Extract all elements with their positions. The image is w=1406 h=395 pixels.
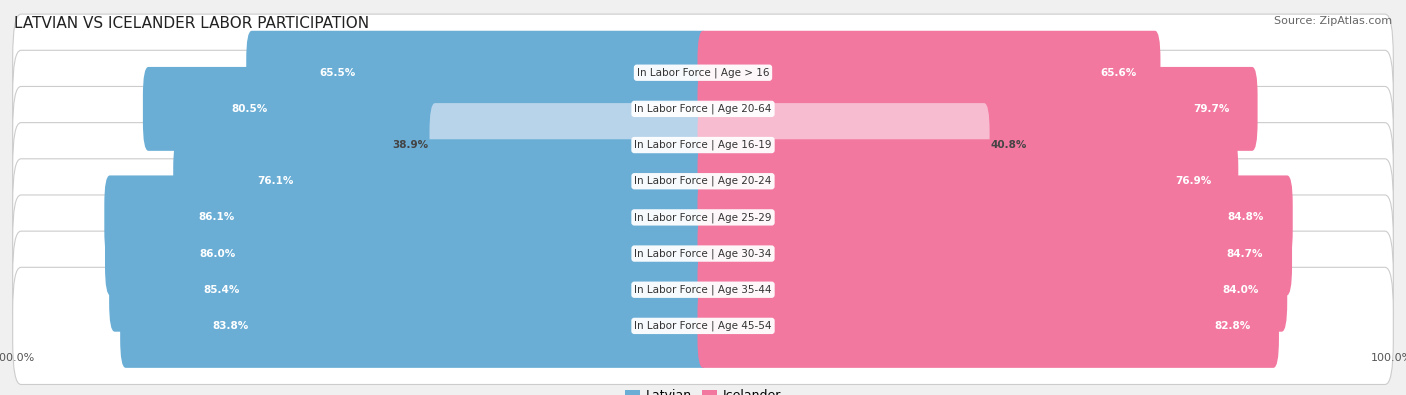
FancyBboxPatch shape bbox=[697, 139, 1239, 223]
Text: 65.6%: 65.6% bbox=[1101, 68, 1137, 78]
Text: 40.8%: 40.8% bbox=[991, 140, 1028, 150]
FancyBboxPatch shape bbox=[697, 103, 990, 187]
Text: In Labor Force | Age 20-64: In Labor Force | Age 20-64 bbox=[634, 103, 772, 114]
Text: In Labor Force | Age 30-34: In Labor Force | Age 30-34 bbox=[634, 248, 772, 259]
Text: Source: ZipAtlas.com: Source: ZipAtlas.com bbox=[1274, 16, 1392, 26]
FancyBboxPatch shape bbox=[143, 67, 709, 151]
Text: In Labor Force | Age 45-54: In Labor Force | Age 45-54 bbox=[634, 321, 772, 331]
Text: 84.0%: 84.0% bbox=[1222, 285, 1258, 295]
FancyBboxPatch shape bbox=[13, 159, 1393, 276]
FancyBboxPatch shape bbox=[13, 50, 1393, 167]
Text: In Labor Force | Age 20-24: In Labor Force | Age 20-24 bbox=[634, 176, 772, 186]
FancyBboxPatch shape bbox=[13, 14, 1393, 131]
Text: 76.1%: 76.1% bbox=[257, 176, 294, 186]
Text: 76.9%: 76.9% bbox=[1175, 176, 1212, 186]
Text: 83.8%: 83.8% bbox=[212, 321, 249, 331]
Text: 84.8%: 84.8% bbox=[1227, 213, 1264, 222]
FancyBboxPatch shape bbox=[697, 284, 1279, 368]
Text: 84.7%: 84.7% bbox=[1226, 248, 1263, 259]
Text: 86.1%: 86.1% bbox=[198, 213, 235, 222]
Text: 80.5%: 80.5% bbox=[232, 104, 267, 114]
FancyBboxPatch shape bbox=[697, 31, 1160, 115]
FancyBboxPatch shape bbox=[697, 67, 1257, 151]
Text: In Labor Force | Age 35-44: In Labor Force | Age 35-44 bbox=[634, 284, 772, 295]
FancyBboxPatch shape bbox=[697, 212, 1292, 295]
FancyBboxPatch shape bbox=[13, 87, 1393, 204]
FancyBboxPatch shape bbox=[429, 103, 709, 187]
Legend: Latvian, Icelander: Latvian, Icelander bbox=[620, 384, 786, 395]
FancyBboxPatch shape bbox=[120, 284, 709, 368]
Text: In Labor Force | Age 25-29: In Labor Force | Age 25-29 bbox=[634, 212, 772, 223]
Text: In Labor Force | Age > 16: In Labor Force | Age > 16 bbox=[637, 68, 769, 78]
FancyBboxPatch shape bbox=[13, 122, 1393, 240]
FancyBboxPatch shape bbox=[104, 175, 709, 260]
FancyBboxPatch shape bbox=[105, 212, 709, 295]
FancyBboxPatch shape bbox=[173, 139, 709, 223]
Text: 82.8%: 82.8% bbox=[1215, 321, 1250, 331]
FancyBboxPatch shape bbox=[246, 31, 709, 115]
FancyBboxPatch shape bbox=[697, 248, 1288, 332]
Text: LATVIAN VS ICELANDER LABOR PARTICIPATION: LATVIAN VS ICELANDER LABOR PARTICIPATION bbox=[14, 16, 370, 31]
FancyBboxPatch shape bbox=[13, 195, 1393, 312]
FancyBboxPatch shape bbox=[13, 231, 1393, 348]
FancyBboxPatch shape bbox=[697, 175, 1292, 260]
Text: 65.5%: 65.5% bbox=[319, 68, 356, 78]
Text: 85.4%: 85.4% bbox=[202, 285, 239, 295]
Text: 86.0%: 86.0% bbox=[200, 248, 236, 259]
FancyBboxPatch shape bbox=[13, 267, 1393, 384]
FancyBboxPatch shape bbox=[110, 248, 709, 332]
Text: In Labor Force | Age 16-19: In Labor Force | Age 16-19 bbox=[634, 140, 772, 150]
Text: 79.7%: 79.7% bbox=[1194, 104, 1230, 114]
Text: 38.9%: 38.9% bbox=[392, 140, 427, 150]
